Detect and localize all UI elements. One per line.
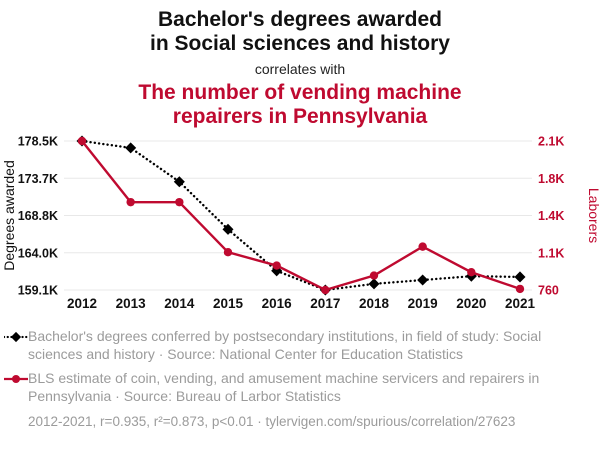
vending-repairers-marker — [321, 285, 330, 295]
left-tick-label: 164.0K — [18, 246, 58, 260]
legend-text-degrees: Bachelor's degrees conferred by postseco… — [28, 328, 542, 362]
bachelors-degrees-marker — [125, 142, 137, 154]
vending-repairers-marker — [272, 261, 281, 270]
x-tick-label: 2019 — [408, 296, 438, 311]
page-subtitle-line2: repairers in Pennsylvania — [172, 105, 428, 128]
vending-repairers-marker — [418, 242, 427, 251]
footer-stats: 2012-2021, r=0.935, r²=0.873, p<0.01 · t… — [28, 414, 516, 429]
right-tick-label: 2.1K — [538, 135, 564, 149]
legend-item-degrees: Bachelor's degrees conferred by postseco… — [4, 327, 590, 363]
vending-repairers-line — [81, 140, 521, 292]
vending-repairers-marker — [467, 268, 476, 277]
legend-item-repairers: BLS estimate of coin, vending, and amuse… — [4, 369, 590, 405]
left-tick-label: 168.8K — [18, 209, 58, 223]
vending-repairers-marker — [175, 197, 184, 207]
vending-repairers-marker — [126, 197, 135, 207]
bachelors-degrees-marker — [514, 271, 526, 283]
page-title-line2: in Social sciences and history — [150, 32, 450, 55]
bachelors-degrees-marker — [417, 274, 429, 286]
x-tick-label: 2014 — [164, 296, 195, 311]
vending-repairers-marker — [77, 136, 87, 146]
page-title-line1: Bachelor's degrees awarded — [158, 8, 442, 31]
left-tick-label: 159.1K — [18, 284, 58, 298]
x-tick-label: 2016 — [262, 296, 293, 311]
x-tick-label: 2012 — [67, 296, 97, 311]
legend: Bachelor's degrees conferred by postseco… — [0, 321, 600, 405]
correlates-with-text: correlates with — [254, 61, 346, 77]
x-tick-label: 2021 — [505, 296, 536, 311]
bachelors-degrees-line — [80, 139, 522, 292]
x-tick-label: 2015 — [213, 296, 244, 311]
chart-svg: 178.5K 2.1K 173.7K 1.8K 168.8K 1.4K 164.0K 1.1K… — [1, 135, 600, 312]
line-circle-legend-icon — [4, 375, 28, 383]
vending-repairers-marker — [223, 247, 233, 257]
page-subtitle-line1: The number of vending machine — [138, 81, 462, 104]
bachelors-degrees-marker — [368, 278, 380, 290]
left-tick-label: 173.7K — [18, 172, 58, 186]
dotted-diamond-legend-icon — [4, 331, 28, 343]
vending-repairers-marker — [515, 284, 525, 294]
right-axis-label: Laborers — [586, 188, 600, 243]
x-tick-label: 2017 — [310, 296, 340, 311]
x-tick-label: 2018 — [359, 296, 390, 311]
right-tick-label: 760 — [538, 284, 559, 298]
header: Bachelor's degrees awarded in Social sci… — [0, 0, 600, 129]
vending-repairers-marker — [369, 271, 379, 280]
right-tick-label: 1.8K — [538, 172, 564, 186]
left-axis-label: Degrees awarded — [1, 160, 17, 271]
legend-text-repairers: BLS estimate of coin, vending, and amuse… — [28, 370, 540, 404]
left-tick-label: 178.5K — [18, 135, 58, 149]
right-tick-label: 1.4K — [538, 209, 564, 223]
x-tick-label: 2013 — [116, 296, 147, 311]
right-tick-label: 1.1K — [538, 246, 564, 260]
x-tick-label: 2020 — [456, 296, 486, 311]
